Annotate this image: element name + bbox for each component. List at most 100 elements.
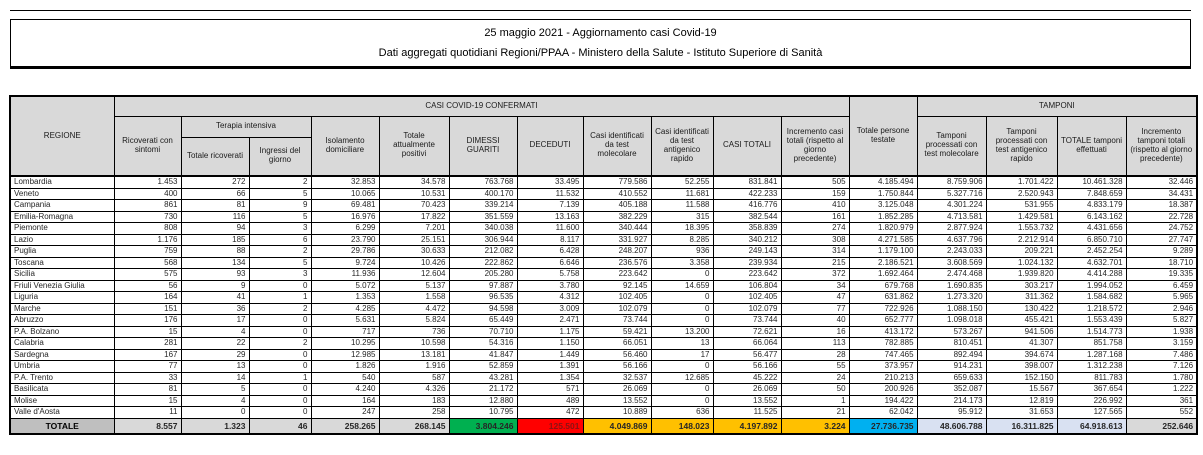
value-cell: 5.965 (1125, 291, 1198, 304)
value-cell: 12.604 (378, 268, 450, 281)
table-row: Lazio 1.176 185 6 23.790 25.151 306.944 8.117 33… (9, 233, 1198, 246)
value-cell: 400.170 (448, 187, 518, 200)
value-cell: 9 (180, 279, 250, 292)
value-cell: 1.218.572 (1056, 302, 1127, 315)
value-cell: 22 (180, 337, 250, 350)
total-value-cell: 258.265 (310, 417, 380, 434)
value-cell: 1.820.979 (848, 222, 918, 235)
table-row: Molise 15 4 0 164 183 12.880 489 13.552 0 13.552 1 1… (9, 394, 1198, 407)
region-cell: Molise (9, 394, 115, 407)
col-header-attualmente-positivi: Totale attualmente positivi (378, 115, 450, 177)
value-cell: 3 (248, 222, 312, 235)
table-row: Puglia 759 88 2 29.786 30.633 212.082 6.428 248.… (9, 245, 1198, 258)
region-cell: P.A. Trento (9, 371, 115, 384)
value-cell: 69.481 (310, 199, 380, 212)
value-cell: 62.042 (848, 406, 918, 419)
value-cell: 27.747 (1125, 233, 1198, 246)
table-row: Veneto 400 66 5 10.065 10.531 400.170 11.532 410… (9, 187, 1198, 200)
value-cell: 311.362 (985, 291, 1058, 304)
value-cell: 1 (248, 291, 312, 304)
value-cell: 6.850.710 (1056, 233, 1127, 246)
value-cell: 1.701.422 (985, 175, 1058, 189)
value-cell: 679.768 (848, 279, 918, 292)
total-value-cell: 125.501 (516, 417, 584, 434)
value-cell: 2.471 (516, 314, 584, 327)
value-cell: 1.150 (516, 337, 584, 350)
value-cell: 13.552 (582, 394, 652, 407)
value-cell: 1.024.132 (985, 256, 1058, 269)
region-cell: Veneto (9, 187, 115, 200)
region-cell: Umbria (9, 360, 115, 373)
value-cell: 2.474.468 (916, 268, 987, 281)
value-cell: 6.646 (516, 256, 584, 269)
value-cell: 96.535 (448, 291, 518, 304)
value-cell: 5 (248, 210, 312, 223)
value-cell: 3.608.569 (916, 256, 987, 269)
value-cell: 6.143.162 (1056, 210, 1127, 223)
value-cell: 0 (248, 348, 312, 361)
value-cell: 10.461.328 (1056, 175, 1127, 189)
value-cell: 4 (180, 325, 250, 338)
value-cell: 7.486 (1125, 348, 1198, 361)
value-cell: 361 (1125, 394, 1198, 407)
value-cell: 0 (650, 383, 714, 396)
value-cell: 736 (378, 325, 450, 338)
value-cell: 659.633 (916, 371, 987, 384)
value-cell: 36 (180, 302, 250, 315)
value-cell: 1.514.773 (1056, 325, 1127, 338)
value-cell: 5.824 (378, 314, 450, 327)
value-cell: 45.222 (712, 371, 782, 384)
value-cell: 28 (780, 348, 850, 361)
value-cell: 249.143 (712, 245, 782, 258)
value-cell: 2.243.033 (916, 245, 987, 258)
table-header: REGIONE CASI COVID-19 CONFERMATI Totale … (9, 95, 1198, 177)
value-cell: 65.449 (448, 314, 518, 327)
value-cell: 223.642 (712, 268, 782, 281)
value-cell: 5 (180, 383, 250, 396)
value-cell: 2.186.521 (848, 256, 918, 269)
value-cell: 314 (780, 245, 850, 258)
value-cell: 102.405 (712, 291, 782, 304)
value-cell: 4.637.796 (916, 233, 987, 246)
col-header-casi-molecolare: Casi identificati da test molecolare (582, 115, 652, 177)
value-cell: 2.946 (1125, 302, 1198, 315)
value-cell: 9.724 (310, 256, 380, 269)
value-cell: 0 (248, 360, 312, 373)
value-cell: 205.280 (448, 268, 518, 281)
value-cell: 10.795 (448, 406, 518, 419)
value-cell: 1.449 (516, 348, 584, 361)
value-cell: 41.847 (448, 348, 518, 361)
value-cell: 5.137 (378, 279, 450, 292)
value-cell: 0 (650, 268, 714, 281)
value-cell: 331.927 (582, 233, 652, 246)
value-cell: 12.819 (985, 394, 1058, 407)
col-header-ricoverati-sintomi: Ricoverati con sintomi (113, 115, 182, 177)
region-cell: Friuli Venezia Giulia (9, 279, 115, 292)
value-cell: 52.859 (448, 360, 518, 373)
value-cell: 652.777 (848, 314, 918, 327)
region-cell: Lazio (9, 233, 115, 246)
value-cell: 106.804 (712, 279, 782, 292)
value-cell: 4.833.179 (1056, 199, 1127, 212)
value-cell: 1.453 (113, 175, 182, 189)
value-cell: 575 (113, 268, 182, 281)
total-value-cell: 3.804.246 (448, 417, 518, 434)
value-cell: 18.395 (650, 222, 714, 235)
total-value-cell: 1.323 (180, 417, 250, 434)
region-cell: Piemonte (9, 222, 115, 235)
value-cell: 892.494 (916, 348, 987, 361)
total-value-cell: 3.224 (780, 417, 850, 434)
value-cell: 1.175 (516, 325, 584, 338)
value-cell: 17.822 (378, 210, 450, 223)
value-cell: 176 (113, 314, 182, 327)
value-cell: 568 (113, 256, 182, 269)
value-cell: 95.912 (916, 406, 987, 419)
region-cell: Liguria (9, 291, 115, 304)
region-cell: Abruzzo (9, 314, 115, 327)
value-cell: 31.653 (985, 406, 1058, 419)
value-cell: 12.685 (650, 371, 714, 384)
value-cell: 2.520.943 (985, 187, 1058, 200)
value-cell: 258 (378, 406, 450, 419)
value-cell: 102.079 (582, 302, 652, 315)
value-cell: 215 (780, 256, 850, 269)
